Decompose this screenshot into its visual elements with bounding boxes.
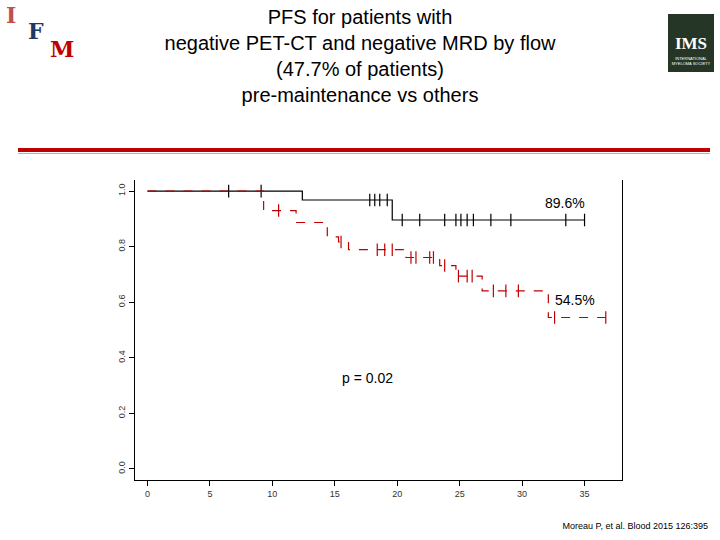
svg-text:0: 0: [145, 489, 150, 499]
svg-text:25: 25: [455, 489, 465, 499]
svg-text:20: 20: [392, 489, 402, 499]
svg-text:35: 35: [580, 489, 590, 499]
svg-text:5: 5: [207, 489, 212, 499]
html-text:INTERNATIONAL MYELOMA SOCIETY: INTERNATIONAL MYELOMA SOCIETY: [671, 56, 711, 66]
svg-text:89.6%: 89.6%: [545, 195, 585, 211]
svg-text:54.5%: 54.5%: [555, 292, 595, 308]
svg-text:1.0: 1.0: [117, 184, 127, 197]
svg-text:15: 15: [330, 489, 340, 499]
svg-text:10: 10: [267, 489, 277, 499]
svg-text:0.6: 0.6: [117, 295, 127, 308]
svg-text:0.4: 0.4: [117, 350, 127, 363]
html-text:M: M: [50, 36, 75, 62]
svg-text:0.0: 0.0: [117, 461, 127, 474]
svg-text:0.2: 0.2: [117, 406, 127, 419]
html-text:IMS: IMS: [674, 34, 708, 53]
html-text:F: F: [28, 18, 44, 44]
html-text:Moreau P, et al. Blood 2015 12: Moreau P, et al. Blood 2015 126:395: [562, 521, 708, 531]
svg-text:PFS for patients withnegative: PFS for patients withnegative PET-CT and…: [165, 6, 556, 106]
svg-text:30: 30: [517, 489, 527, 499]
html-text:I: I: [6, 2, 17, 28]
svg-text:p = 0.02: p = 0.02: [342, 370, 393, 386]
svg-text:0.8: 0.8: [117, 239, 127, 252]
